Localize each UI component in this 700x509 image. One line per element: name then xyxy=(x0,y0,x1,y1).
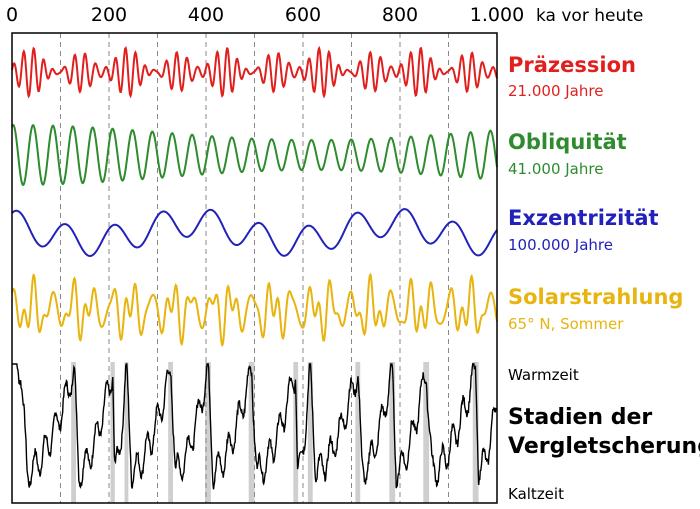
obliquitaet-period: 41.000 Jahre xyxy=(508,160,604,178)
solarstrahlung-subtitle: 65° N, Sommer xyxy=(508,315,624,333)
x-tick-800: 800 xyxy=(381,4,419,26)
interglacial-band-8 xyxy=(355,362,361,503)
plot-frame xyxy=(11,32,498,504)
interglacial-band-9 xyxy=(389,362,396,503)
interglacial-band-0 xyxy=(71,362,77,503)
x-tick-200: 200 xyxy=(90,4,128,26)
x-axis-unit-label: ka vor heute xyxy=(536,6,644,26)
interglacial-band-7 xyxy=(307,362,313,503)
exzentrizitaet-title: Exzentrizität xyxy=(508,206,659,230)
series-line-exzentrizitaet xyxy=(11,208,498,257)
interglacial-band-2 xyxy=(124,362,129,503)
x-tick-400: 400 xyxy=(187,4,225,26)
series-line-obliquitaet xyxy=(11,123,498,186)
series-line-solarstrahlung xyxy=(11,272,498,347)
solarstrahlung-title: Solarstrahlung xyxy=(508,285,684,309)
interglacial-band-3 xyxy=(168,362,174,503)
x-tick-600: 600 xyxy=(284,4,322,26)
series-line-vergletscherung xyxy=(12,362,498,490)
kaltzeit-label: Kaltzeit xyxy=(508,485,564,503)
warmzeit-label: Warmzeit xyxy=(508,366,579,384)
series-line-praezession xyxy=(11,45,498,99)
interglacial-band-6 xyxy=(293,362,299,503)
interglacial-band-11 xyxy=(472,362,479,503)
praezession-period: 21.000 Jahre xyxy=(508,82,604,100)
x-tick-0: 0 xyxy=(5,4,19,26)
x-tick-1000: 1.000 xyxy=(469,4,525,26)
exzentrizitaet-period: 100.000 Jahre xyxy=(508,236,613,254)
obliquitaet-title: Obliquität xyxy=(508,130,627,154)
stadien-label: Stadien der Vergletscherung xyxy=(508,405,700,459)
interglacial-band-5 xyxy=(248,362,255,503)
interglacial-band-1 xyxy=(110,362,115,503)
interglacial-band-4 xyxy=(205,362,211,503)
praezession-title: Präzession xyxy=(508,53,636,77)
interglacial-band-10 xyxy=(423,362,430,503)
